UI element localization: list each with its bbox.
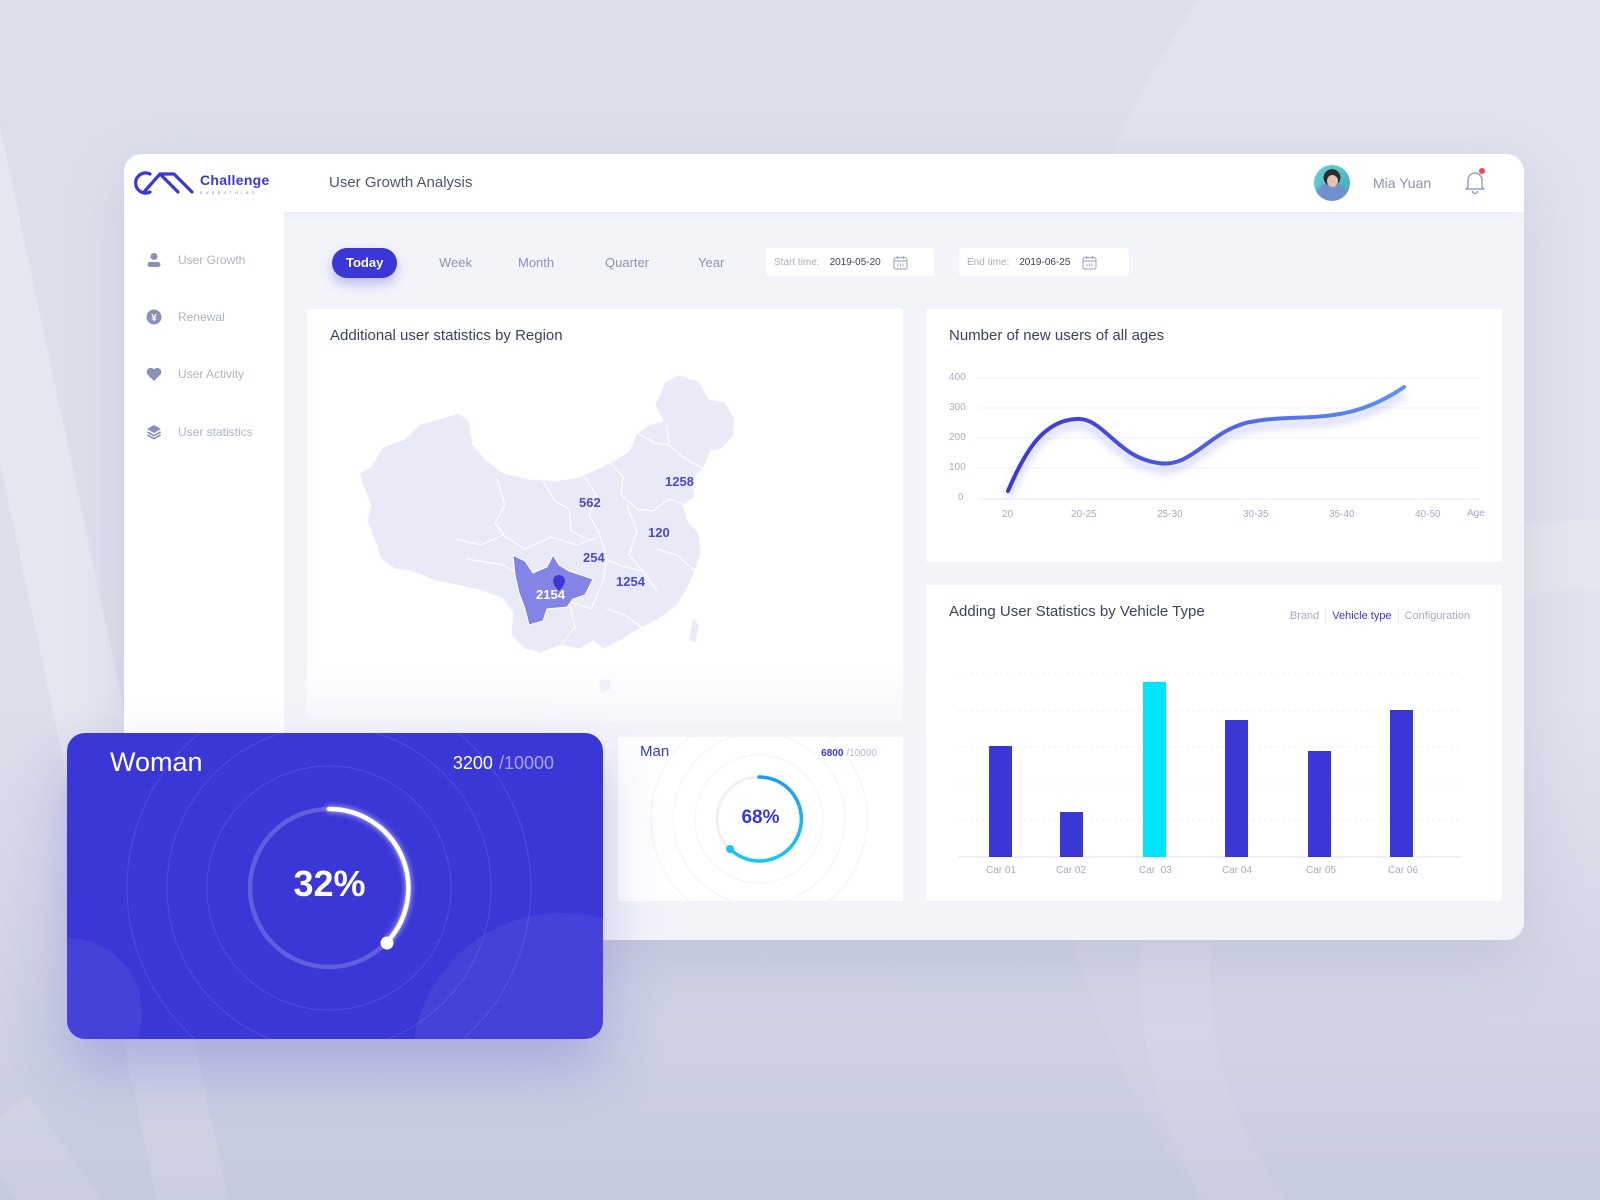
- svg-text:¥: ¥: [151, 313, 157, 324]
- bell-icon[interactable]: [1464, 170, 1486, 194]
- heart-icon: [144, 364, 164, 384]
- sidebar-item-label: User statistics: [178, 425, 253, 439]
- end-time-label: End time:: [967, 256, 1010, 268]
- start-time-label: Start time:: [774, 256, 820, 268]
- sidebar-item-label: Renewal: [178, 310, 225, 324]
- x-axis-unit: Age: [1467, 508, 1485, 519]
- bar-car-04: [1225, 720, 1248, 857]
- woman-percent: 32%: [293, 863, 366, 904]
- woman-ratio-card: Woman 3200/10000 32%: [67, 733, 603, 1039]
- y-tick: 300: [949, 402, 966, 413]
- start-time-value[interactable]: 2019-05-20: [829, 256, 881, 268]
- region-value-label: 562: [579, 495, 601, 510]
- y-tick: 400: [949, 372, 966, 383]
- end-time-field[interactable]: End time: 2019-06-25: [959, 248, 1129, 276]
- x-tick: 35-40: [1329, 509, 1355, 520]
- woman-title: Woman: [110, 747, 203, 777]
- x-tick: 40-50: [1415, 509, 1441, 520]
- x-tick: Car 03: [1139, 865, 1172, 876]
- avatar[interactable]: [1314, 165, 1350, 201]
- bar-car-02: [1060, 812, 1083, 857]
- layers-icon: [144, 422, 164, 442]
- bar-car-05: [1308, 751, 1331, 857]
- top-bar: Challenge EVERYTHING User Growth Analysi…: [124, 154, 1524, 212]
- tab-week[interactable]: Week: [439, 255, 472, 270]
- line-chart[interactable]: [926, 309, 1502, 562]
- man-count: 6800/10000: [821, 748, 877, 759]
- x-tick: 30-35: [1243, 509, 1269, 520]
- line-chart-title: Number of new users of all ages: [949, 327, 1165, 344]
- vehicle-bar-chart-card: Adding User Statistics by Vehicle Type B…: [926, 585, 1502, 901]
- tab-month[interactable]: Month: [518, 255, 555, 270]
- region-value-label: 254: [583, 550, 605, 565]
- bar-chart-title: Adding User Statistics by Vehicle Type: [949, 603, 1205, 620]
- logo[interactable]: Challenge EVERYTHING: [134, 168, 270, 198]
- start-time-field[interactable]: Start time: 2019-05-20: [766, 248, 934, 276]
- china-map[interactable]: [307, 309, 903, 722]
- location-pin-icon: [553, 575, 565, 591]
- man-percent: 68%: [741, 807, 780, 828]
- bar-chart[interactable]: [926, 585, 1502, 901]
- age-line-chart-card: Number of new users of all ages 400 300 …: [926, 309, 1502, 562]
- logo-mountain-icon: [134, 171, 194, 195]
- bar-car-06: [1390, 710, 1413, 857]
- region-value-label-highlighted: 2154: [536, 587, 565, 602]
- x-tick: Car 05: [1306, 865, 1337, 876]
- sidebar-item-user-activity[interactable]: User Activity: [144, 364, 244, 384]
- woman-count: 3200/10000: [452, 753, 554, 773]
- x-tick: 20: [1002, 509, 1014, 520]
- tab-year[interactable]: Year: [698, 255, 725, 270]
- x-tick: Car 04: [1222, 865, 1253, 876]
- man-ratio-card: Man 6800/10000 68%: [618, 737, 903, 901]
- tab-brand[interactable]: Brand: [1289, 610, 1320, 622]
- logo-title: Challenge: [200, 171, 270, 188]
- notification-badge: [1479, 168, 1485, 174]
- x-tick: 20-25: [1071, 509, 1097, 520]
- y-tick: 200: [949, 432, 966, 443]
- user-icon: [144, 250, 164, 270]
- region-value-label: 1254: [616, 574, 645, 589]
- tab-quarter[interactable]: Quarter: [605, 255, 650, 270]
- woman-progress-ring: [67, 733, 603, 1039]
- user-name[interactable]: Mia Yuan: [1373, 175, 1432, 191]
- end-time-value[interactable]: 2019-06-25: [1019, 256, 1071, 268]
- man-title: Man: [640, 743, 670, 760]
- bar-chart-tabs: Brand Vehicle type Configuration: [1284, 609, 1476, 623]
- sidebar-item-label: User Activity: [178, 367, 245, 381]
- tab-today[interactable]: Today: [332, 248, 398, 278]
- sidebar-item-renewal[interactable]: ¥ Renewal: [144, 307, 225, 327]
- sidebar-item-user-statistics[interactable]: User statistics: [144, 422, 253, 442]
- sidebar-item-label: User Growth: [178, 253, 246, 267]
- bar-car-01: [989, 746, 1012, 857]
- yen-icon: ¥: [144, 307, 164, 327]
- region-map-card: Additional user statistics by Region: [307, 309, 903, 722]
- logo-subtitle: EVERYTHING: [200, 189, 258, 195]
- calendar-icon[interactable]: [1082, 255, 1098, 270]
- region-card-title: Additional user statistics by Region: [330, 327, 563, 344]
- region-value-label: 120: [648, 525, 670, 540]
- tab-vehicle-type[interactable]: Vehicle type: [1332, 610, 1392, 622]
- y-tick: 0: [958, 492, 964, 503]
- man-progress-ring: [650, 737, 868, 901]
- x-tick: Car 06: [1388, 865, 1419, 876]
- sidebar-item-user-growth[interactable]: User Growth: [144, 250, 245, 270]
- page-title: User Growth Analysis: [329, 174, 473, 191]
- x-tick: Car 02: [1056, 865, 1087, 876]
- y-tick: 100: [949, 462, 966, 473]
- calendar-icon[interactable]: [893, 255, 908, 270]
- tab-configuration[interactable]: Configuration: [1404, 610, 1470, 622]
- bar-car-03: [1143, 682, 1166, 857]
- x-tick: 25-30: [1157, 509, 1183, 520]
- region-value-label: 1258: [665, 474, 694, 489]
- x-tick: Car 01: [986, 865, 1017, 876]
